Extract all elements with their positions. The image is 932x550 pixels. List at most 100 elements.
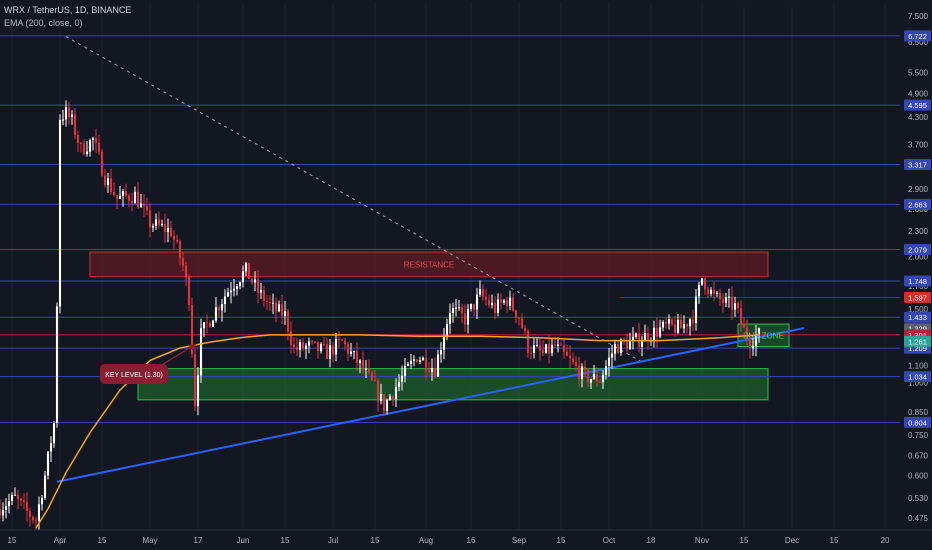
candle-body bbox=[667, 319, 671, 324]
time-tick-label: May bbox=[142, 536, 157, 545]
candle-body bbox=[13, 494, 17, 496]
candle-body bbox=[433, 368, 437, 377]
candle-body bbox=[367, 368, 371, 373]
candle-body bbox=[145, 205, 149, 211]
price-tick-label: 0.475 bbox=[908, 514, 929, 523]
candle-body bbox=[133, 191, 137, 204]
candle-body bbox=[748, 339, 752, 349]
candle-body bbox=[205, 322, 209, 324]
candle-body bbox=[268, 302, 272, 304]
candle-body bbox=[499, 299, 503, 303]
candle-body bbox=[232, 288, 236, 291]
candle-body bbox=[256, 279, 260, 293]
price-badge-label: 1.034 bbox=[908, 373, 927, 382]
candle-body bbox=[244, 262, 248, 272]
candle-body bbox=[121, 191, 125, 196]
candle-body bbox=[22, 500, 26, 503]
candle-body bbox=[517, 317, 521, 319]
candle-body bbox=[670, 319, 674, 325]
candle-body bbox=[457, 307, 461, 309]
indicator-legend: EMA (200, close, 0) bbox=[4, 18, 83, 28]
candle-body bbox=[571, 358, 575, 363]
price-badge-label: 1.209 bbox=[908, 344, 927, 353]
candle-body bbox=[718, 292, 722, 300]
time-axis[interactable]: 15 Apr 15 May 17 Jun 15 Jul 15 Aug 16 Sep 15 Oct 18 Nov… bbox=[0, 529, 932, 550]
candle-body bbox=[274, 302, 278, 312]
price-tick-label: 0.530 bbox=[908, 494, 929, 503]
candle-body bbox=[73, 114, 77, 135]
candle-body bbox=[70, 114, 74, 118]
price-axis[interactable]: 7.5006.5005.5004.9004.3003.7003.3002.900… bbox=[900, 0, 932, 550]
candle-body bbox=[325, 344, 329, 359]
price-badge bbox=[904, 30, 931, 42]
candle-body bbox=[391, 396, 395, 399]
price-badge-label: 1.433 bbox=[908, 313, 927, 322]
candle-body bbox=[733, 303, 737, 310]
time-tick-label: 17 bbox=[194, 536, 203, 545]
buy-zone-label: BUY ZONE bbox=[743, 331, 784, 340]
candle-body bbox=[403, 365, 407, 376]
time-tick-label: Nov bbox=[695, 536, 709, 545]
price-tick-label: 7.500 bbox=[908, 12, 929, 21]
candle-body bbox=[103, 175, 107, 186]
candle-body bbox=[724, 297, 728, 303]
candle-body bbox=[58, 119, 62, 307]
price-tick-label: 2.900 bbox=[908, 185, 929, 194]
candle-body bbox=[475, 294, 479, 310]
candle-body bbox=[448, 312, 452, 324]
candle-body bbox=[277, 304, 281, 312]
candle-body bbox=[127, 195, 131, 201]
price-badge bbox=[904, 275, 931, 287]
candle-body bbox=[454, 307, 458, 309]
candle-body bbox=[511, 297, 515, 311]
candle-body bbox=[508, 297, 512, 306]
candle-body bbox=[187, 277, 191, 306]
candle-body bbox=[559, 344, 563, 346]
candle-body bbox=[421, 357, 425, 361]
candle-body bbox=[529, 352, 533, 354]
candle-body bbox=[592, 373, 596, 380]
candle-body bbox=[25, 502, 29, 512]
time-tick-label: 15 bbox=[830, 536, 839, 545]
candle-body bbox=[343, 340, 347, 345]
key-level-arrowhead bbox=[188, 344, 196, 351]
time-tick-label: 15 bbox=[281, 536, 290, 545]
candle-body bbox=[442, 336, 446, 351]
candle-body bbox=[304, 345, 308, 349]
candle-body bbox=[466, 308, 470, 325]
candle-body bbox=[493, 302, 497, 313]
price-tick-label: 4.900 bbox=[908, 89, 929, 98]
time-tick-label: Sep bbox=[512, 536, 527, 545]
price-tick-label: 2.000 bbox=[908, 253, 929, 262]
candle-body bbox=[349, 351, 353, 354]
candle-body bbox=[154, 219, 158, 227]
candle-body bbox=[439, 350, 443, 355]
candle-body bbox=[337, 338, 341, 340]
candle-body bbox=[217, 307, 221, 311]
price-tick-label: 0.600 bbox=[908, 472, 929, 481]
candle-body bbox=[235, 286, 239, 289]
time-tick-label: 18 bbox=[647, 536, 656, 545]
candle-body bbox=[484, 296, 488, 300]
candle-body bbox=[742, 323, 746, 328]
candle-body bbox=[646, 332, 650, 342]
candle-body bbox=[220, 304, 224, 311]
candle-body bbox=[289, 331, 293, 345]
candle-body bbox=[247, 262, 251, 279]
candle-body bbox=[514, 310, 518, 318]
candle-body bbox=[148, 210, 152, 228]
candle-body bbox=[310, 341, 314, 343]
candle-body bbox=[613, 344, 617, 354]
candle-body bbox=[286, 311, 290, 332]
candle-body bbox=[76, 134, 80, 144]
candle-body bbox=[31, 517, 35, 521]
candle-body bbox=[547, 344, 551, 354]
candle-body bbox=[394, 386, 398, 399]
candle-body bbox=[283, 311, 287, 317]
candle-body bbox=[574, 362, 578, 366]
time-tick-label: Oct bbox=[603, 536, 616, 545]
candle-body bbox=[628, 340, 632, 350]
price-badge bbox=[904, 198, 931, 210]
time-tick-label: Aug bbox=[419, 536, 433, 545]
